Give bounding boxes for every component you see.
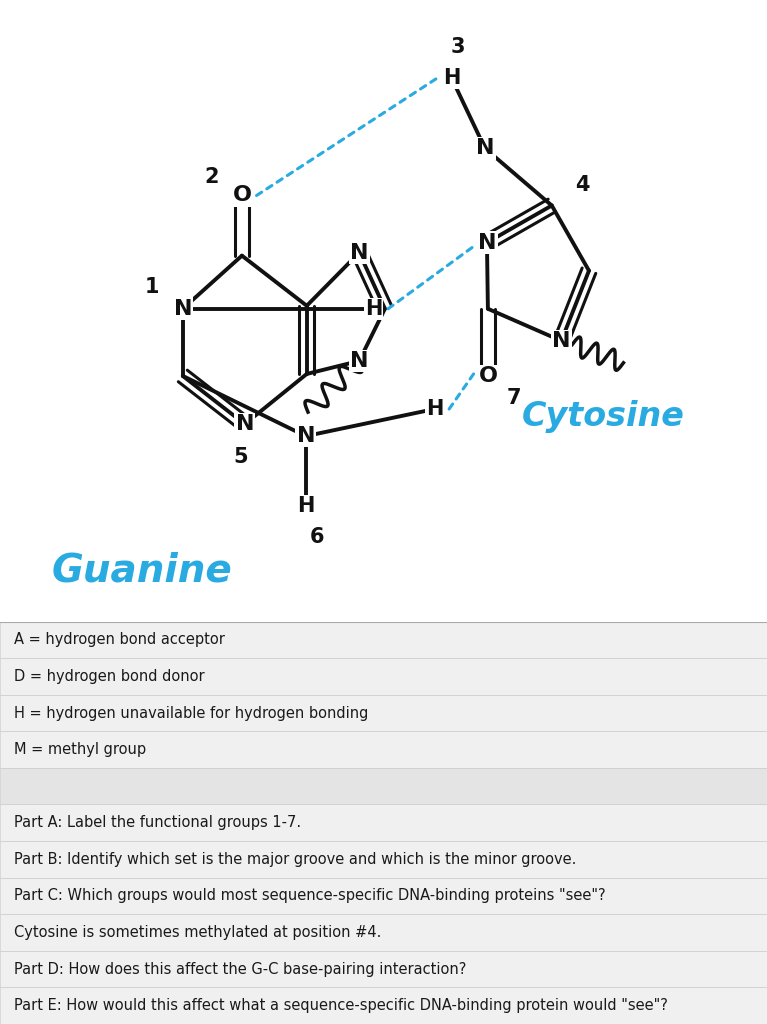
Text: Part E: How would this affect what a sequence-specific DNA-binding protein would: Part E: How would this affect what a seq… <box>14 998 668 1013</box>
Text: O: O <box>479 366 497 386</box>
Text: N: N <box>350 351 368 371</box>
Text: H: H <box>297 497 314 516</box>
Text: Part B: Identify which set is the major groove and which is the minor groove.: Part B: Identify which set is the major … <box>14 852 576 867</box>
Text: Part C: Which groups would most sequence-specific DNA-binding proteins "see"?: Part C: Which groups would most sequence… <box>14 889 605 903</box>
Text: 1: 1 <box>145 276 160 297</box>
Text: H: H <box>443 69 460 88</box>
Bar <box>0 768 767 805</box>
Text: N: N <box>173 299 192 318</box>
Text: D = hydrogen bond donor: D = hydrogen bond donor <box>14 669 205 684</box>
Bar <box>0 878 767 914</box>
Text: H: H <box>365 299 382 318</box>
Text: 2: 2 <box>204 167 219 187</box>
Text: Part A: Label the functional groups 1-7.: Part A: Label the functional groups 1-7. <box>14 815 301 830</box>
Bar <box>0 987 767 1024</box>
Text: N: N <box>297 426 315 446</box>
Text: 4: 4 <box>575 175 590 195</box>
Bar <box>0 694 767 731</box>
Bar <box>0 841 767 878</box>
Text: Cytosine: Cytosine <box>522 400 684 433</box>
Bar <box>0 731 767 768</box>
Text: 6: 6 <box>310 527 324 547</box>
Text: M = methyl group: M = methyl group <box>14 742 146 757</box>
Text: N: N <box>350 243 368 262</box>
Bar <box>0 805 767 841</box>
Text: H = hydrogen unavailable for hydrogen bonding: H = hydrogen unavailable for hydrogen bo… <box>14 706 368 721</box>
Text: O: O <box>232 185 252 206</box>
Bar <box>0 914 767 951</box>
Bar <box>0 951 767 987</box>
Text: N: N <box>552 331 571 351</box>
Text: 5: 5 <box>234 447 249 467</box>
Text: Guanine: Guanine <box>52 551 232 590</box>
Bar <box>0 658 767 694</box>
Text: A = hydrogen bond acceptor: A = hydrogen bond acceptor <box>14 633 225 647</box>
Text: N: N <box>235 414 254 434</box>
Text: N: N <box>476 138 494 159</box>
Bar <box>0 622 767 658</box>
Text: 3: 3 <box>450 38 465 57</box>
Text: N: N <box>478 232 496 253</box>
Text: H: H <box>426 399 443 419</box>
Text: Cytosine is sometimes methylated at position #4.: Cytosine is sometimes methylated at posi… <box>14 925 381 940</box>
Text: Part D: How does this affect the G-C base-pairing interaction?: Part D: How does this affect the G-C bas… <box>14 962 466 977</box>
Text: 7: 7 <box>506 388 521 408</box>
